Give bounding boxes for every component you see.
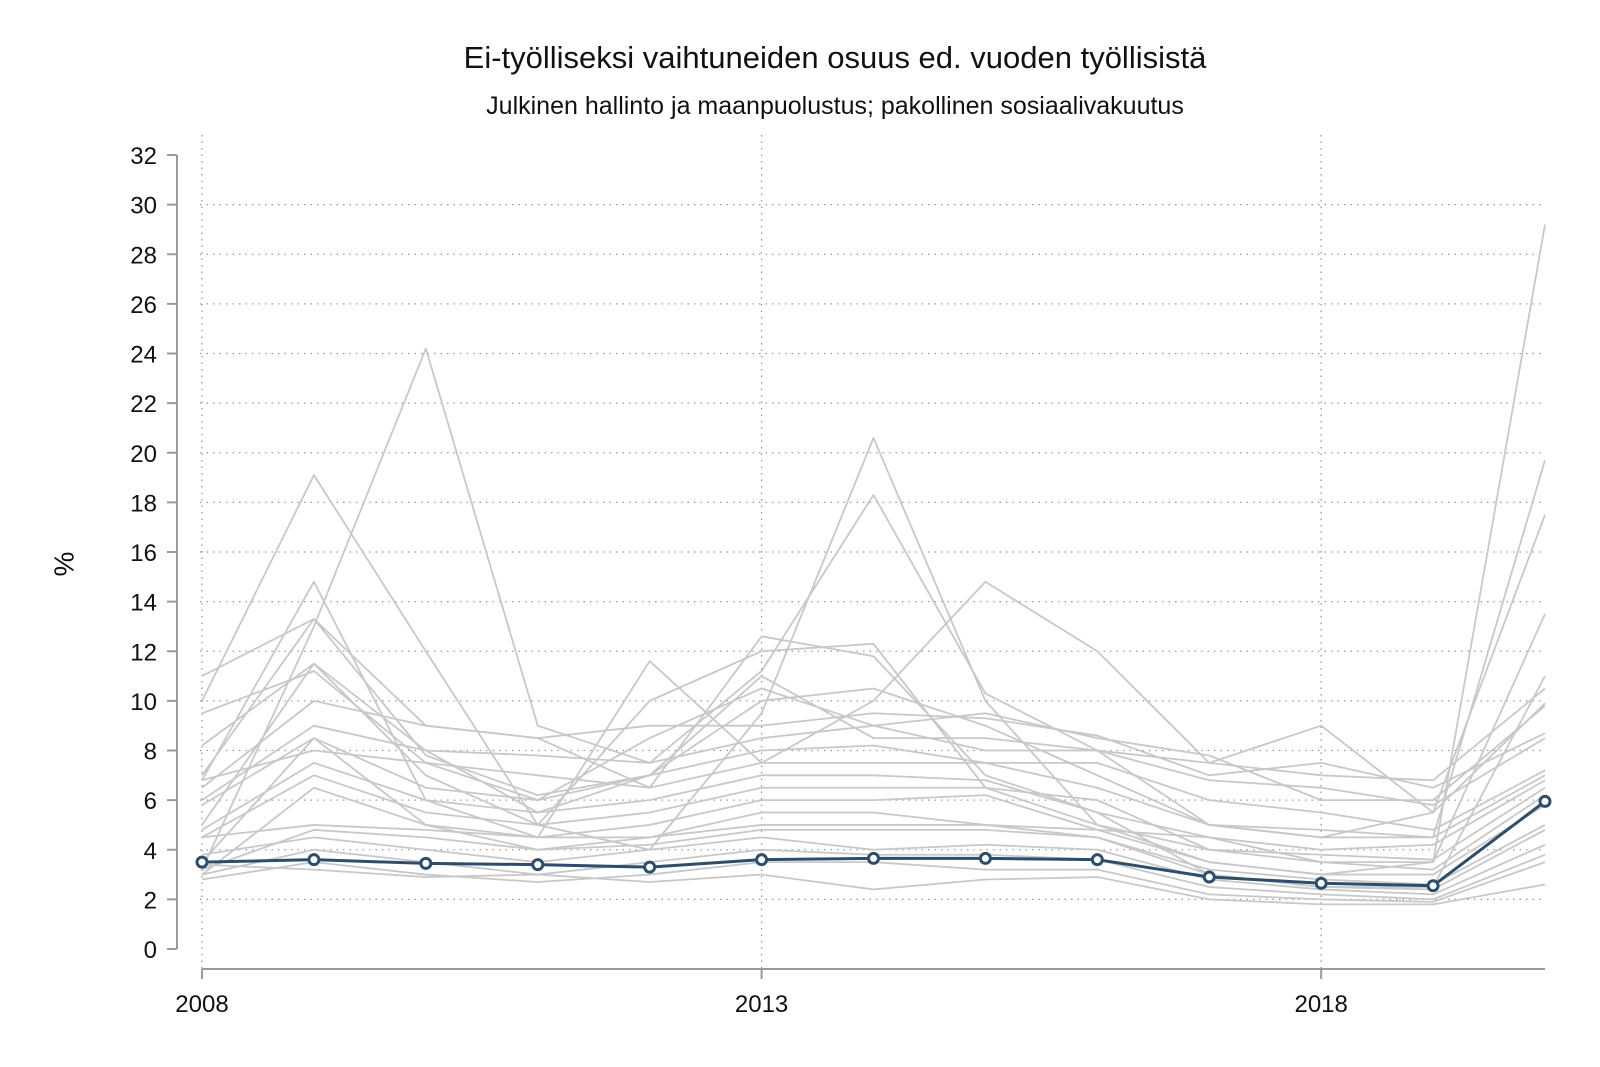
y-tick-label: 30	[130, 193, 157, 220]
background-series-line	[201, 836, 1546, 896]
background-series-line	[201, 514, 1546, 839]
y-tick-label: 26	[130, 292, 157, 319]
background-series-line	[201, 863, 1546, 906]
background-series-line	[201, 724, 1546, 806]
y-tick-label: 4	[144, 838, 157, 865]
y-tick-label: 2	[144, 887, 157, 914]
background-series-group	[201, 224, 1546, 906]
background-series-line	[201, 762, 1546, 851]
y-tick-label: 6	[144, 788, 157, 815]
highlight-series-line	[201, 800, 1546, 888]
highlight-point	[1090, 853, 1104, 867]
y-tick-label: 8	[144, 739, 157, 766]
highlight-point	[1314, 876, 1328, 890]
y-tick-label: 28	[130, 242, 157, 269]
y-tick-label: 14	[130, 590, 157, 617]
x-tick-label: 2013	[735, 991, 788, 1018]
x-tick-label: 2008	[175, 991, 228, 1018]
highlight-point	[307, 853, 321, 867]
highlight-series-group	[195, 794, 1552, 893]
background-series-line	[201, 670, 1546, 802]
chart-title: Ei-työlliseksi vaihtuneiden osuus ed. vu…	[463, 40, 1207, 75]
y-tick-label: 10	[130, 689, 157, 716]
background-series-line	[201, 749, 1546, 839]
y-tick-label: 18	[130, 490, 157, 517]
background-series-line	[201, 699, 1546, 789]
background-series-line	[201, 662, 1546, 814]
highlight-point	[419, 856, 433, 870]
background-series-line	[201, 737, 1546, 831]
y-tick-label: 20	[130, 441, 157, 468]
x-tick-label: 2018	[1294, 991, 1347, 1018]
highlight-point	[867, 851, 880, 865]
y-tick-label: 22	[130, 391, 157, 418]
highlight-point	[755, 853, 769, 867]
chart-subtitle: Julkinen hallinto ja maanpuolustus; pako…	[486, 92, 1184, 120]
highlight-point	[195, 855, 209, 869]
highlight-point	[531, 858, 545, 872]
y-tick-label: 0	[144, 937, 157, 964]
highlight-point	[1426, 879, 1440, 893]
y-tick-label: 12	[130, 639, 157, 666]
background-series-line	[201, 786, 1546, 876]
highlight-point	[643, 860, 657, 874]
y-tick-label: 24	[130, 342, 157, 369]
background-series-line	[201, 774, 1546, 861]
background-series-line	[201, 618, 1546, 839]
highlight-point	[1202, 870, 1216, 884]
y-tick-label: 16	[130, 540, 157, 567]
highlight-point	[978, 851, 992, 865]
grid-lines	[200, 135, 1545, 969]
highlight-point	[1538, 794, 1552, 808]
y-tick-label: 32	[130, 143, 157, 170]
